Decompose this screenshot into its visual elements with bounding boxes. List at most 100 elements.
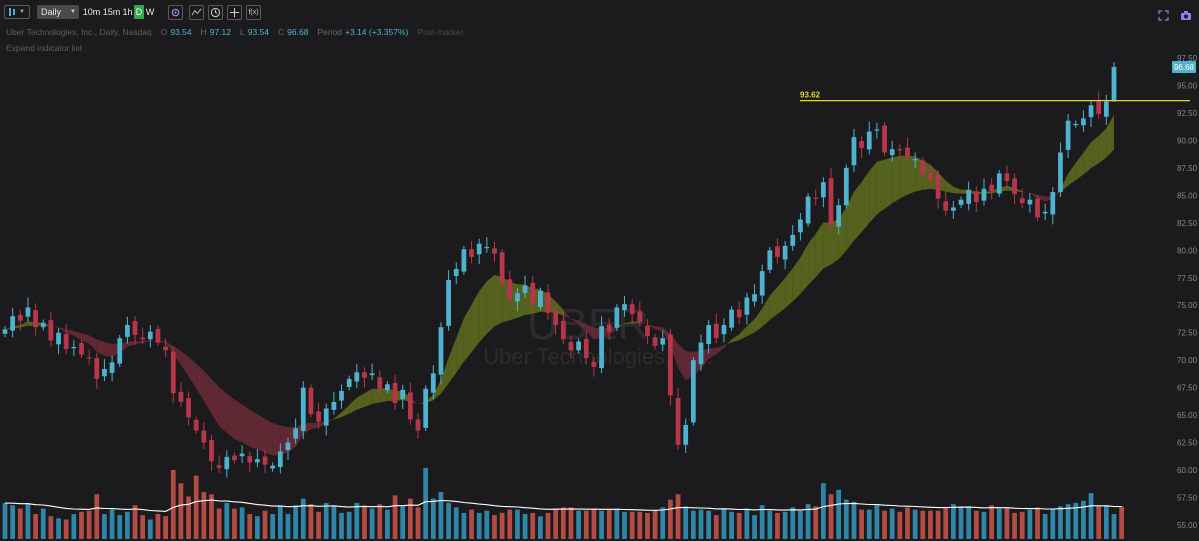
volume-bar xyxy=(721,508,727,539)
ribbon-segment xyxy=(135,340,143,345)
interval-15m[interactable]: 15m xyxy=(102,7,121,17)
chart-toolbar: ▼ Daily ▼ 10m 15m 1h D W f(x) xyxy=(0,0,1199,24)
ribbon-segment xyxy=(815,222,824,278)
price-tick-label: 95.00 xyxy=(1177,81,1198,90)
volume-bar xyxy=(713,515,719,539)
volume-bar xyxy=(538,516,543,539)
interval-select[interactable]: Daily ▼ xyxy=(37,5,79,19)
candle-body xyxy=(545,292,551,313)
ribbon-segment xyxy=(219,387,227,433)
last-price-tag xyxy=(1172,61,1196,74)
camera-icon[interactable] xyxy=(1180,8,1192,26)
candle-body xyxy=(178,391,184,402)
volume-bar xyxy=(951,504,956,539)
drawing-icon[interactable] xyxy=(227,5,242,20)
volume-bar xyxy=(836,489,842,539)
candle-body xyxy=(622,304,627,311)
ribbon-segment xyxy=(234,399,243,443)
candle-body xyxy=(775,246,780,257)
ribbon-segment xyxy=(708,347,717,359)
candle-body xyxy=(262,456,268,465)
candle-body xyxy=(560,321,566,340)
volume-bar xyxy=(507,509,513,539)
candle-body xyxy=(798,219,803,233)
candle-body xyxy=(86,357,92,359)
volume-bar xyxy=(683,506,689,539)
candle-body xyxy=(201,430,207,443)
ribbon-segment xyxy=(364,388,373,407)
candle-body xyxy=(362,372,367,378)
volume-bar xyxy=(400,506,406,539)
settings-icon[interactable] xyxy=(168,5,183,20)
candle-body xyxy=(369,373,375,376)
volume-bar xyxy=(1096,506,1102,539)
interval-1h[interactable]: 1h xyxy=(122,7,133,17)
volume-bar xyxy=(775,512,780,539)
volume-bar xyxy=(652,510,658,539)
close-label: C xyxy=(278,27,285,37)
price-chart[interactable]: UBER Uber Technologies, Inc. 93.62 97.50… xyxy=(0,52,1199,541)
volume-bar xyxy=(591,508,597,539)
chart-type-button[interactable]: ▼ xyxy=(4,5,30,19)
candle-body xyxy=(675,397,681,445)
candle-body xyxy=(538,290,543,307)
session-label: Post-market xyxy=(417,27,464,37)
fullscreen-icon[interactable] xyxy=(1158,8,1169,26)
candle-body xyxy=(1096,101,1102,115)
volume-bar xyxy=(300,498,306,539)
candle-body xyxy=(117,338,123,364)
candle-body xyxy=(690,360,696,423)
volume-bar xyxy=(553,508,559,539)
candle-body xyxy=(308,387,314,415)
candle-body xyxy=(255,459,260,463)
volume-bar xyxy=(453,507,459,539)
candle-body xyxy=(461,249,467,272)
candle-body xyxy=(125,325,130,337)
candle-body xyxy=(713,323,719,339)
ribbon-segment xyxy=(494,275,503,327)
interval-w[interactable]: W xyxy=(145,7,155,17)
candle-body xyxy=(339,390,344,401)
candle-body xyxy=(912,159,918,161)
candle-body xyxy=(767,250,773,270)
chevron-down-icon: ▼ xyxy=(19,9,25,15)
interval-10m[interactable]: 10m xyxy=(82,7,101,17)
price-tick-label: 92.50 xyxy=(1177,109,1198,118)
volume-bar xyxy=(1111,514,1117,539)
volume-bar xyxy=(308,504,314,539)
clock-icon[interactable] xyxy=(208,5,223,20)
price-tick-label: 62.50 xyxy=(1177,439,1198,448)
ribbon-segment xyxy=(563,309,571,319)
volume-bar xyxy=(1004,507,1010,539)
ribbon-segment xyxy=(1029,192,1038,199)
candle-body xyxy=(476,243,482,255)
expand-indicator-list[interactable]: Expand indicator list xyxy=(6,43,83,53)
interval-d[interactable]: D xyxy=(134,5,144,19)
volume-bar xyxy=(492,515,497,539)
candle-body xyxy=(216,465,222,468)
candle-body xyxy=(698,342,704,365)
volume-bar xyxy=(1035,507,1040,539)
candle-body xyxy=(866,131,872,150)
ribbon-segment xyxy=(310,422,319,430)
volume-bar xyxy=(614,508,620,539)
volume-bar xyxy=(476,512,482,539)
ribbon-segment xyxy=(655,326,663,332)
volume-bar xyxy=(706,510,712,539)
volume-bar xyxy=(1042,514,1048,539)
open-label: O xyxy=(160,27,168,37)
indicator-icon[interactable] xyxy=(189,5,204,20)
volume-bar xyxy=(201,492,207,539)
candle-body xyxy=(79,343,84,355)
volume-bar xyxy=(224,503,230,539)
candle-body xyxy=(316,411,321,422)
ribbon-segment xyxy=(356,393,365,410)
ribbon-segment xyxy=(754,308,763,333)
candle-body xyxy=(33,310,38,328)
candle-body xyxy=(507,279,513,299)
ribbon-segment xyxy=(272,423,281,456)
candle-body xyxy=(10,316,16,331)
fx-icon[interactable]: f(x) xyxy=(246,5,261,20)
volume-bar xyxy=(798,510,803,539)
volume-bar xyxy=(392,495,398,539)
